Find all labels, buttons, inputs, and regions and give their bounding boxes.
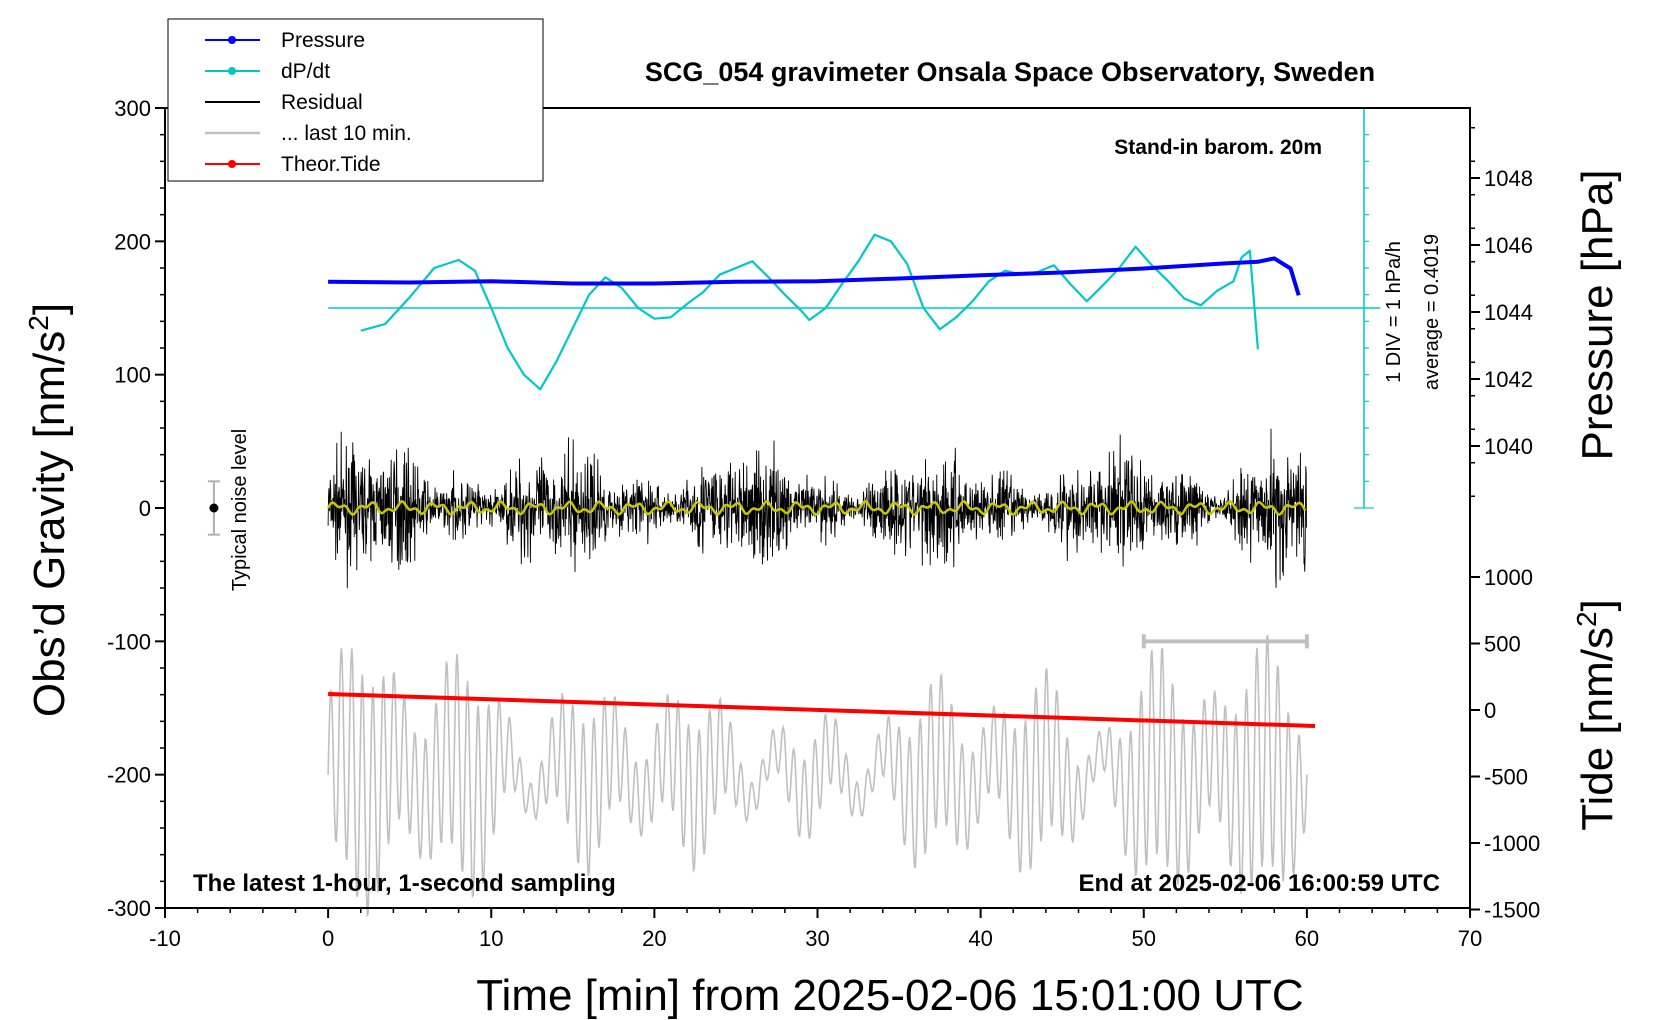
tide-tick-label-0: 0: [1484, 698, 1496, 723]
tide-tick-label--500: -500: [1484, 765, 1528, 790]
trace-layer: [207, 107, 1381, 917]
x-axis-title: Time [min] from 2025-02-06 15:01:00 UTC: [476, 971, 1303, 1020]
y-tick-label--100: -100: [107, 629, 151, 654]
residual-smoothed-line: [327, 500, 1307, 517]
pressure-tick-label-1048: 1048: [1484, 166, 1533, 191]
y-axis-title-left: Obs’d Gravity [nm/s2]: [23, 303, 74, 717]
y-tick-label--200: -200: [107, 763, 151, 788]
subtitle-right: End at 2025-02-06 16:00:59 UTC: [1079, 870, 1441, 897]
legend: Pressure dP/dt Residual ... last 10 min. The…: [167, 18, 544, 182]
x-tick-label-60: 60: [1295, 926, 1319, 951]
pressure-tick-label-1044: 1044: [1484, 300, 1533, 325]
x-tick-label-10: 10: [479, 926, 503, 951]
noise-label: Typical noise level: [229, 429, 251, 591]
pressure-tick-label-1046: 1046: [1484, 233, 1533, 258]
tide-tick-label--1500: -1500: [1484, 898, 1540, 923]
tide-tick-label-500: 500: [1484, 632, 1521, 657]
legend-marker-4: [228, 160, 236, 168]
y-axis-title-left-end: ]: [25, 303, 74, 315]
tide-tick-label--1000: -1000: [1484, 831, 1540, 856]
tide-tick-label-1000: 1000: [1484, 565, 1533, 590]
x-tick-label-0: 0: [322, 926, 334, 951]
legend-label-1: dP/dt: [281, 60, 330, 83]
y-axis-title-tide-main: Tide [nm/s: [1573, 627, 1622, 831]
y-axis-title-tide: Tide [nm/s2]: [1571, 599, 1622, 831]
pressure-tick-label-1040: 1040: [1484, 434, 1533, 459]
legend-label-3: ... last 10 min.: [281, 122, 412, 145]
y-axis-title-left-main: Obs’d Gravity [nm/s: [25, 331, 74, 717]
y-tick-label-200: 200: [114, 229, 151, 254]
theor-tide-line: [328, 692, 1316, 728]
pressure-line: [328, 256, 1301, 296]
legend-marker-1: [228, 67, 236, 75]
residual-line: [327, 428, 1307, 589]
legend-marker-0: [228, 36, 236, 44]
x-tick-label-30: 30: [805, 926, 829, 951]
axes-layer: -10 0 10 20 30 40 50 60 703002001000-100-200-300…: [107, 96, 1540, 951]
average-label: average = 0.4019: [1421, 234, 1443, 390]
y-tick-label-0: 0: [139, 496, 151, 521]
x-tick-label--10: -10: [149, 926, 181, 951]
chart-title: SCG_054 gravimeter Onsala Space Observat…: [645, 57, 1375, 87]
x-tick-label-40: 40: [968, 926, 992, 951]
y-tick-label-300: 300: [114, 96, 151, 121]
x-tick-label-50: 50: [1132, 926, 1156, 951]
y-axis-title-tide-superscript: 2: [1571, 611, 1602, 627]
y-axis-title-left-superscript: 2: [23, 315, 54, 331]
last-10-min-line: [327, 635, 1308, 917]
y-axis-title-pressure: Pressure [hPa]: [1573, 169, 1622, 460]
div-label: 1 DIV = 1 hPa/h: [1383, 241, 1405, 383]
legend-label-4: Theor.Tide: [281, 153, 381, 176]
y-axis-title-tide-end: ]: [1573, 599, 1622, 611]
dpdt-line: [360, 233, 1259, 391]
legend-label-2: Residual: [281, 91, 363, 114]
x-tick-label-70: 70: [1458, 926, 1482, 951]
x-tick-label-20: 20: [642, 926, 666, 951]
pressure-tick-label-1042: 1042: [1484, 367, 1533, 392]
y-tick-label-100: 100: [114, 363, 151, 388]
y-tick-label--300: -300: [107, 896, 151, 921]
barometer-note: Stand-in barom. 20m: [1114, 136, 1322, 159]
legend-label-0: Pressure: [281, 29, 365, 52]
subtitle-left: The latest 1-hour, 1-second sampling: [193, 870, 616, 897]
legend-box: [167, 18, 544, 182]
noise-errorbar-point: [209, 503, 219, 513]
